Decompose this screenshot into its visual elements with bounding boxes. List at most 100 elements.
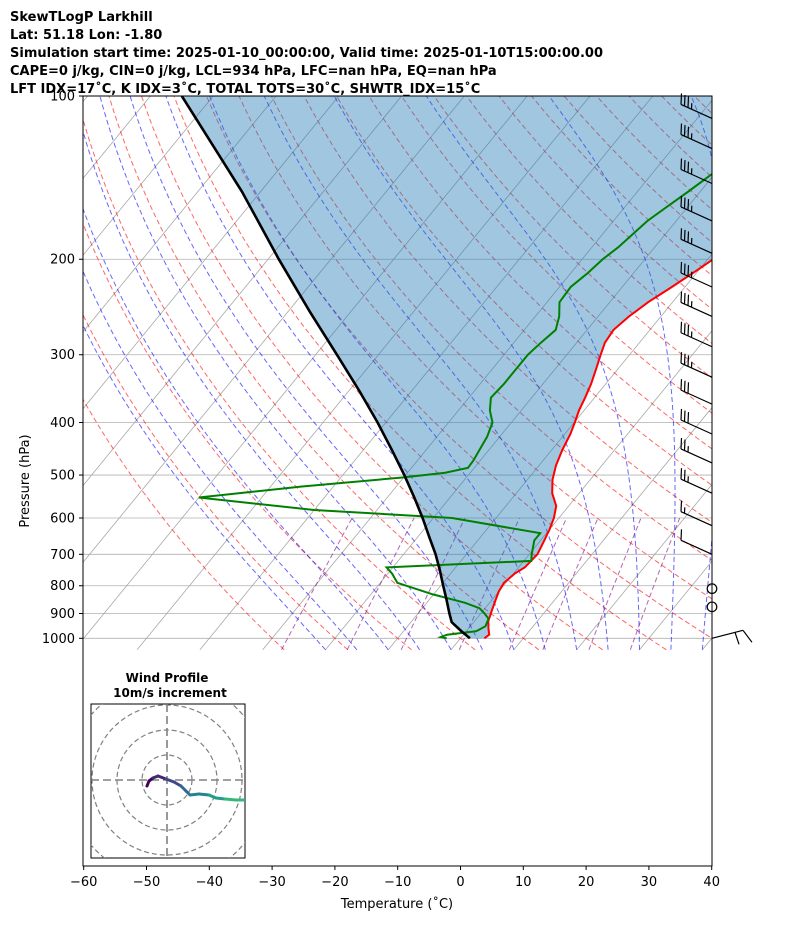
moist-adiabat <box>263 96 578 650</box>
barb-flag <box>683 323 686 335</box>
y-tick-label: 200 <box>50 253 75 268</box>
dry-adiabat <box>238 96 712 600</box>
dry-adiabat <box>303 96 712 524</box>
barb-flag <box>687 294 690 306</box>
hodograph-title: Wind Profile <box>126 671 209 685</box>
barb-flag <box>680 468 683 480</box>
moist-adiabat <box>209 96 546 650</box>
barb-flag <box>683 197 686 209</box>
barb-flag <box>680 291 683 303</box>
mixing-ratio-line <box>346 517 415 651</box>
wind-barb <box>680 261 713 288</box>
isotherm-gridline <box>513 406 712 651</box>
barb-flag <box>683 469 686 481</box>
wind-barb <box>680 158 713 185</box>
dry-adiabat <box>433 96 712 379</box>
barb-flag <box>683 410 686 422</box>
indices-line-1: CAPE=0 j/kg, CIN=0 j/kg, LCL=934 hPa, LF… <box>10 64 497 79</box>
barb-flag <box>687 324 690 336</box>
temperature-line <box>483 258 712 640</box>
mixing-ratio-line <box>588 517 642 650</box>
hodograph-segment <box>223 797 238 802</box>
x-axis-label: Temperature (˚C) <box>340 896 453 912</box>
wind-barb <box>680 437 713 464</box>
x-tick-label: 0 <box>456 875 464 890</box>
barb-flag <box>687 265 690 277</box>
isotherm-gridline <box>83 96 88 103</box>
isotherm-gridline <box>83 96 465 563</box>
hodograph-segment <box>214 796 227 801</box>
wind-barb <box>711 629 753 645</box>
dry-adiabat <box>108 96 540 651</box>
x-tick-label: 10 <box>515 875 532 890</box>
dry-adiabat <box>727 96 794 650</box>
barb-staff <box>711 629 744 639</box>
isotherm-gridline <box>83 96 340 410</box>
moist-adiabat <box>83 324 326 651</box>
isotherm-gridline <box>0 96 25 650</box>
moist-adiabat <box>333 96 609 650</box>
x-axis-ticks: −60 −50 −40 −30 −20 −10 0 10 20 30 40 <box>70 866 720 890</box>
x-tick-label: −50 <box>133 875 160 890</box>
dry-adiabat <box>498 96 712 310</box>
isotherm-gridline <box>262 99 712 651</box>
dry-adiabat <box>141 96 603 651</box>
barb-flag <box>687 412 690 424</box>
time-line: Simulation start time: 2025-01-10_00:00:… <box>10 46 603 61</box>
x-tick-label: 20 <box>578 875 595 890</box>
dry-adiabat <box>206 96 712 640</box>
barb-flag <box>680 529 683 541</box>
barb-staff <box>680 362 713 378</box>
x-tick-label: 40 <box>703 875 720 890</box>
barb-flag <box>680 408 683 421</box>
barb-flag <box>680 352 683 364</box>
hodograph-inset: Wind Profile 10m/s increment <box>90 671 246 859</box>
x-tick-label: −60 <box>70 875 97 890</box>
y-tick-label: 600 <box>50 511 75 526</box>
isotherm-gridline <box>83 96 277 333</box>
dry-adiabat <box>83 398 285 651</box>
barb-flag <box>683 439 686 451</box>
barb-flag <box>687 161 690 173</box>
wind-barb <box>680 500 713 527</box>
barb-staff <box>680 238 713 254</box>
x-tick-label: −30 <box>258 875 285 890</box>
y-tick-label: 500 <box>50 469 75 484</box>
barb-flag <box>742 629 753 643</box>
location-line: Lat: 51.18 Lon: -1.80 <box>10 28 163 43</box>
wind-barb <box>680 379 713 405</box>
moist-adiabat <box>165 96 515 650</box>
wind-barb <box>680 321 713 348</box>
barb-flag <box>680 93 683 105</box>
y-tick-label: 700 <box>50 548 75 563</box>
wind-barb <box>680 352 713 378</box>
barb-flag <box>687 355 690 367</box>
barb-staff <box>680 272 713 288</box>
isotherm-gridline <box>325 176 712 651</box>
isotherm-gridline <box>136 96 591 651</box>
y-tick-label: 100 <box>50 90 75 105</box>
mixing-ratio-line <box>458 517 521 651</box>
mixing-ratio-line <box>542 517 599 650</box>
barb-flag <box>680 321 683 333</box>
barb-flag <box>734 632 740 645</box>
moist-adiabat <box>83 207 389 651</box>
isotherm-gridline <box>83 96 214 256</box>
wind-barb <box>680 529 713 555</box>
moist-adiabat <box>129 96 483 651</box>
cape-cin-shading <box>181 96 712 639</box>
isotherm-gridline <box>576 483 712 651</box>
y-tick-label: 300 <box>50 348 75 363</box>
isotherm-gridline <box>450 330 712 651</box>
dry-adiabat <box>368 96 712 450</box>
x-tick-label: −10 <box>384 875 411 890</box>
y-tick-label: 400 <box>50 416 75 431</box>
barb-flag <box>680 500 683 512</box>
background-lines <box>83 96 794 651</box>
barb-staff <box>680 539 713 555</box>
wind-barb <box>680 228 713 254</box>
barb-staff <box>680 511 713 527</box>
moist-adiabat <box>99 96 452 651</box>
y-tick-label: 1000 <box>42 632 75 647</box>
